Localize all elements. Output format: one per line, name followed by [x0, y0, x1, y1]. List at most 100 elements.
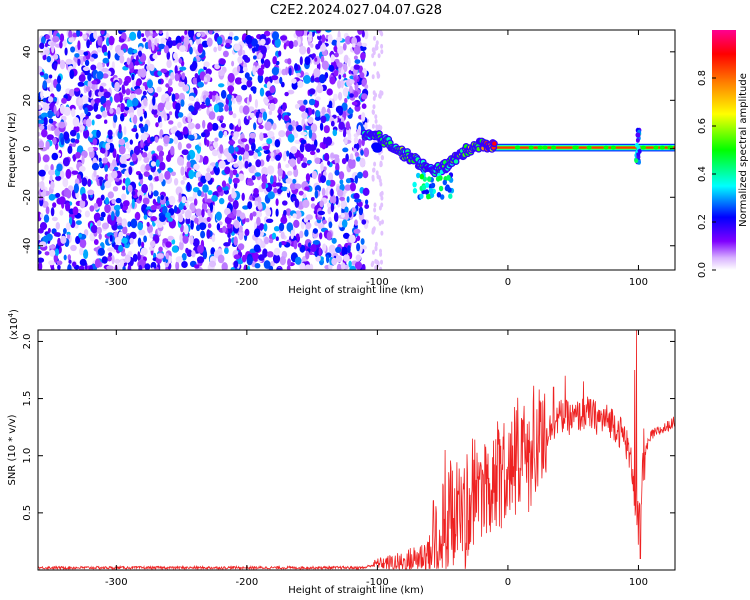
noise-cell — [211, 195, 218, 202]
noise-cell — [270, 175, 274, 185]
ridge-cell — [453, 159, 459, 164]
noise-cell — [213, 46, 218, 53]
spectrogram-x-ticks: -300 -200 -100 0 100 — [105, 30, 648, 288]
noise-cell — [362, 170, 369, 179]
noise-cell — [323, 136, 327, 145]
noise-cell — [149, 136, 156, 142]
noise-cell — [166, 154, 172, 162]
noise-cell — [137, 251, 141, 262]
noise-cell — [144, 123, 149, 133]
noise-cell — [238, 50, 243, 56]
noise-cell — [253, 152, 258, 160]
noise-cell — [274, 38, 281, 48]
noise-cell — [311, 53, 316, 58]
noise-cell — [159, 161, 166, 171]
noise-cell — [178, 202, 184, 211]
ridge-band — [492, 146, 675, 149]
noise-cell — [237, 259, 244, 265]
ridge-cell — [586, 145, 592, 150]
noise-cell — [305, 250, 310, 260]
noise-cell — [138, 173, 143, 180]
noise-cell — [373, 61, 377, 67]
noise-cell — [124, 242, 130, 249]
noise-cell — [332, 129, 338, 137]
noise-cell — [193, 264, 200, 269]
noise-cell — [157, 102, 165, 112]
noise-cell — [187, 122, 195, 129]
noise-cell — [343, 232, 350, 239]
noise-cell — [170, 72, 175, 81]
noise-cell — [89, 133, 93, 139]
noise-cell — [375, 170, 379, 176]
noise-cell — [47, 227, 51, 234]
noise-cell — [327, 160, 331, 166]
y-tick-label: 40 — [22, 45, 33, 58]
noise-cell — [347, 108, 354, 115]
noise-cell — [321, 42, 326, 52]
noise-cell — [283, 209, 287, 216]
noise-cell — [181, 253, 187, 261]
noise-cell — [100, 194, 105, 201]
noise-cell — [271, 31, 280, 41]
noise-cell — [48, 244, 56, 249]
noise-cell — [310, 43, 314, 48]
noise-cell — [356, 242, 361, 252]
noise-cell — [288, 124, 293, 132]
noise-cell — [233, 219, 240, 229]
noise-cell — [226, 152, 232, 163]
noise-cell — [304, 186, 310, 191]
noise-cell — [239, 147, 246, 155]
noise-cell — [205, 198, 214, 203]
noise-cell — [52, 202, 57, 208]
noise-cell — [354, 261, 363, 270]
noise-cell — [178, 81, 185, 88]
noise-cell — [381, 219, 384, 225]
noise-cell — [311, 170, 318, 180]
noise-cell — [335, 162, 340, 173]
noise-cell — [244, 160, 249, 169]
noise-cell — [370, 262, 374, 268]
noise-cell — [378, 175, 381, 181]
colorbar-tick-label: 0.8 — [697, 70, 708, 86]
noise-cell — [104, 119, 108, 124]
noise-cell — [217, 254, 225, 264]
noise-cell — [268, 265, 274, 270]
noise-cell — [293, 167, 299, 178]
noise-cell — [233, 35, 239, 41]
noise-cell — [378, 205, 382, 211]
noise-cell — [344, 35, 352, 45]
noise-cell — [365, 199, 369, 205]
noise-cell — [63, 106, 71, 117]
noise-cell — [65, 58, 73, 65]
noise-cell — [121, 84, 125, 93]
noise-cell — [221, 180, 227, 188]
noise-cell — [278, 241, 282, 248]
noise-cell — [251, 142, 256, 152]
noise-cell — [38, 250, 42, 255]
noise-cell — [81, 193, 87, 202]
noise-cell — [307, 37, 313, 42]
noise-cell — [298, 190, 304, 196]
noise-cell — [338, 91, 343, 101]
noise-cell — [50, 181, 55, 190]
noise-cell — [62, 157, 70, 167]
noise-cell — [347, 245, 351, 254]
noise-cell — [189, 63, 197, 72]
noise-cell — [246, 76, 253, 82]
noise-cell — [205, 68, 212, 76]
noise-cell — [70, 138, 76, 143]
noise-cell — [134, 211, 141, 221]
colorbar: 0.0 0.2 0.4 0.6 0.8 Normalized spectral ampl… — [697, 30, 749, 278]
noise-cell — [200, 230, 206, 239]
noise-cell — [249, 132, 256, 139]
noise-cell — [310, 244, 317, 253]
noise-cell — [49, 83, 54, 93]
noise-cell — [165, 31, 169, 40]
noise-cell — [165, 101, 172, 111]
noise-cell — [197, 181, 203, 187]
noise-cell — [67, 264, 72, 270]
noise-cell — [122, 185, 126, 191]
noise-cell — [304, 264, 312, 270]
noise-cell — [83, 51, 89, 56]
noise-cell — [132, 97, 139, 107]
